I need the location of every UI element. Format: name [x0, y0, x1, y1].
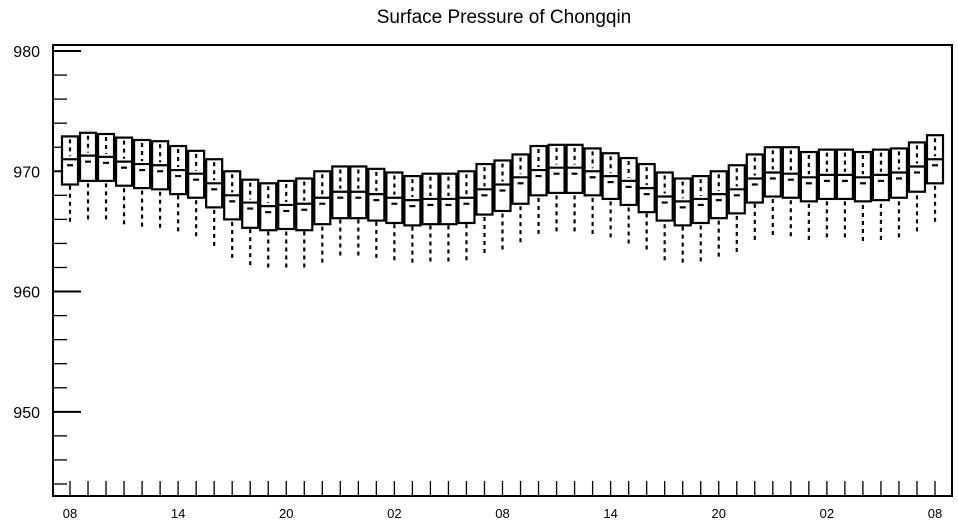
box-plot: [763, 146, 782, 236]
box-body: [493, 159, 512, 213]
box-plot: [493, 159, 512, 250]
box-plot: [619, 156, 638, 244]
box-plot: [727, 164, 746, 252]
x-tick-label: 14: [603, 506, 617, 521]
x-tick-label: 08: [495, 506, 509, 521]
box-plot: [259, 182, 278, 268]
box-plot: [60, 135, 80, 222]
box-plot: [745, 153, 764, 240]
box-plot: [439, 172, 458, 262]
box-plot: [511, 153, 530, 243]
box-plot: [187, 149, 206, 237]
box-plot: [78, 131, 98, 220]
box-plot: [925, 134, 945, 222]
box-plot: [835, 148, 854, 238]
x-tick-label: 20: [279, 506, 293, 521]
box-plot: [421, 172, 440, 262]
x-tick-label: 20: [712, 506, 726, 521]
box-plot: [799, 150, 818, 240]
box-plot: [673, 177, 692, 263]
y-tick-label: 980: [13, 44, 40, 61]
chart-title: Surface Pressure of Chongqin: [377, 7, 632, 28]
y-tick-label: 960: [13, 285, 40, 302]
x-tick-label: 14: [171, 506, 185, 521]
box-plot: [709, 170, 728, 257]
box-body: [547, 143, 566, 195]
box-plot: [403, 174, 422, 263]
box-plot: [457, 170, 476, 261]
box-plot: [907, 141, 927, 232]
box-plot: [871, 148, 891, 240]
box-body: [60, 135, 80, 186]
box-plot: [223, 170, 242, 258]
box-plot: [853, 150, 873, 242]
box-plot: [583, 147, 602, 234]
box-body: [78, 131, 98, 183]
box-plot: [565, 143, 584, 232]
box-body: [781, 146, 800, 199]
box-plot: [601, 152, 620, 238]
box-series: [60, 131, 945, 268]
box-plot: [547, 143, 566, 232]
box-plot: [349, 165, 368, 256]
box-plot: [169, 144, 188, 232]
x-tick-label: 08: [928, 506, 942, 521]
box-plot: [151, 140, 170, 228]
box-plot: [655, 171, 674, 261]
box-plot: [691, 174, 710, 262]
box-body: [511, 153, 530, 205]
box-plot: [367, 167, 386, 258]
box-plot: [313, 170, 332, 263]
y-axis: 950 960 970 980: [13, 44, 81, 485]
box-plot: [277, 179, 296, 268]
box-plot: [781, 146, 800, 237]
box-plot: [529, 144, 548, 234]
box-plot: [205, 158, 224, 246]
box-plot: [889, 147, 909, 238]
box-plot: [295, 177, 314, 268]
box-body: [241, 178, 260, 229]
x-tick-label: 02: [820, 506, 834, 521]
x-axis: 08 14 20 02 08 14 20 02 08: [63, 481, 942, 521]
box-body: [565, 143, 584, 195]
box-plot: [385, 171, 404, 261]
x-tick-label: 08: [63, 506, 77, 521]
box-plot: [241, 178, 260, 266]
plot-frame: [52, 44, 953, 497]
box-plot: [817, 148, 836, 238]
box-plot: [132, 138, 152, 227]
box-plot: [475, 162, 494, 254]
box-plot: [331, 165, 350, 256]
box-plot: [114, 136, 134, 225]
y-tick-label: 970: [13, 164, 40, 181]
box-plot: [96, 132, 116, 220]
x-tick-label: 02: [387, 506, 401, 521]
y-tick-label: 950: [13, 405, 40, 422]
box-plot: [637, 162, 656, 250]
